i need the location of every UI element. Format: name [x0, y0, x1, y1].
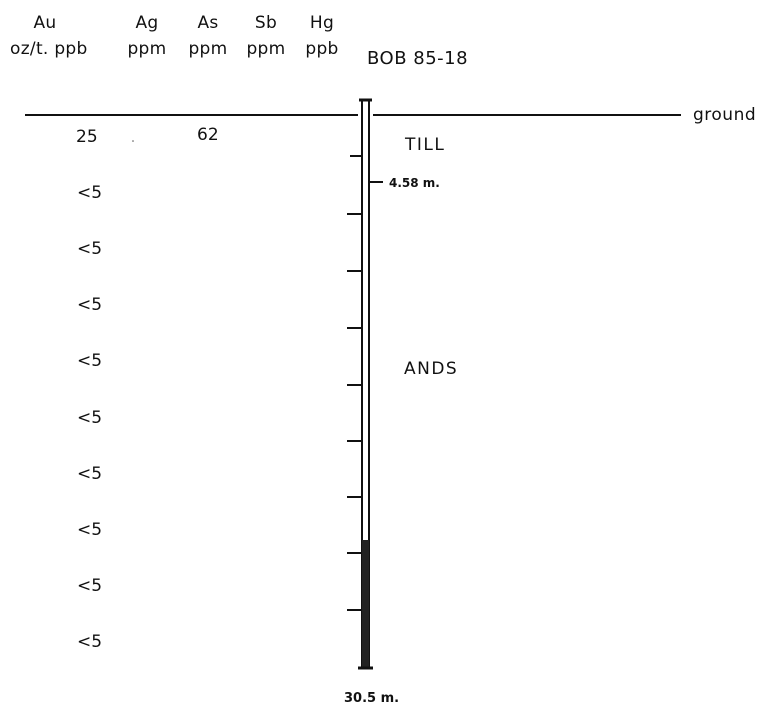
lithology-label-ands: ANDS: [404, 359, 459, 379]
total-depth-label: 30.5 m.: [344, 691, 400, 706]
au-value: <5: [77, 464, 103, 484]
au-value: <5: [77, 183, 103, 203]
sb-unit: ppm: [246, 39, 286, 59]
contact-depth-label: 4.58 m.: [389, 176, 440, 190]
as-value: 62: [197, 125, 219, 145]
ag-header: Ag: [135, 13, 159, 33]
speck: [132, 140, 134, 142]
au-value: <5: [77, 239, 103, 259]
drill-hole-dark-section: [362, 540, 369, 668]
au-value: <5: [77, 408, 103, 428]
hg-unit: ppb: [305, 39, 339, 59]
au-value: <5: [77, 520, 103, 540]
au-unit: oz/t. ppb: [10, 39, 88, 59]
lithology-label-till: TILL: [405, 135, 446, 155]
au-header: Au: [33, 13, 57, 33]
as-unit: ppm: [188, 39, 228, 59]
hg-header: Hg: [309, 13, 335, 33]
au-value: <5: [77, 576, 103, 596]
ag-unit: ppm: [127, 39, 167, 59]
au-value: <5: [77, 632, 103, 652]
au-value: <5: [77, 295, 103, 315]
au-value: 25: [76, 127, 98, 147]
as-header: As: [197, 13, 219, 33]
sb-header: Sb: [254, 13, 278, 33]
ground-label: ground: [693, 105, 757, 125]
au-value: <5: [77, 351, 103, 371]
depth-ticks: [347, 155, 383, 611]
hole-id: BOB 85-18: [367, 48, 469, 69]
